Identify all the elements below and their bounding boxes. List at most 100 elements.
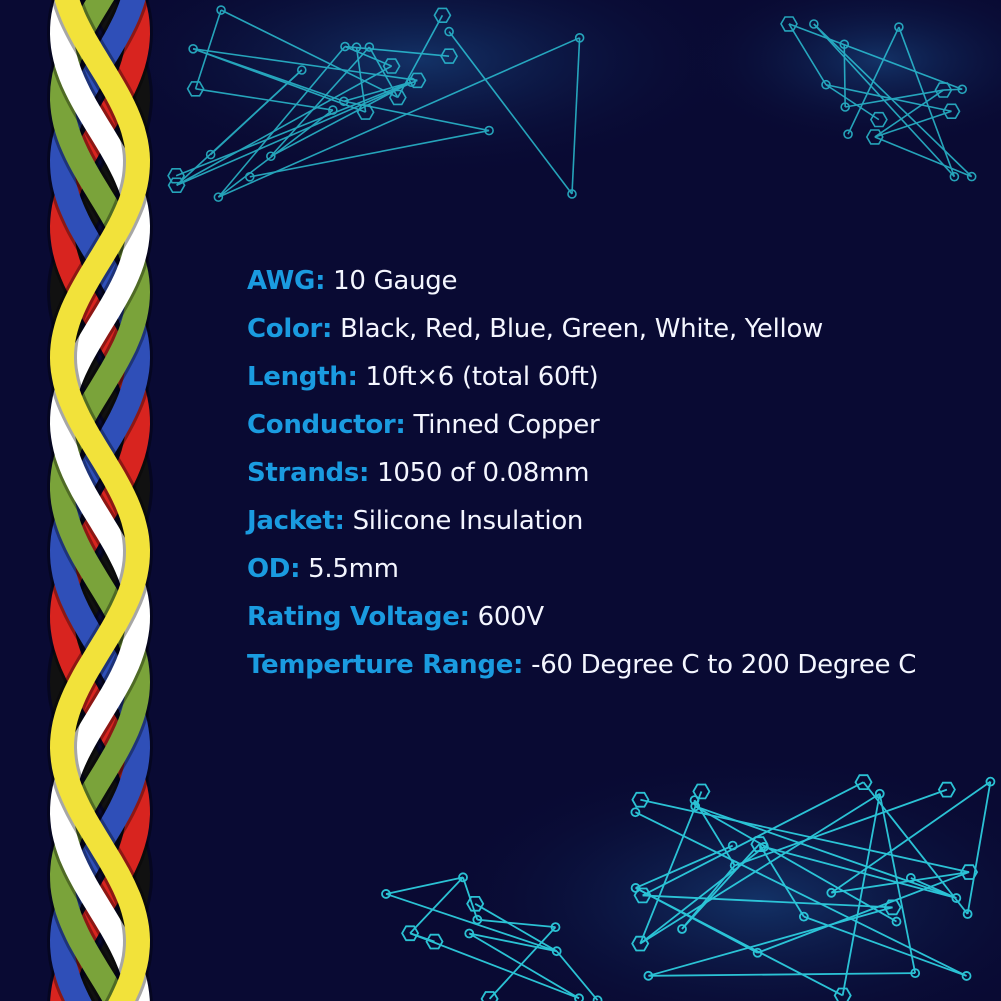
circuit-line (195, 88, 333, 111)
spec-jacket: Jacket: Silicone Insulation (247, 506, 584, 536)
circuit-line (642, 894, 893, 909)
circuit-line (943, 88, 963, 91)
circuit-node (381, 889, 391, 899)
circuit-node (551, 946, 562, 957)
circuit-line (220, 9, 399, 99)
circuit-hexagon (433, 7, 452, 23)
circuit-decoration-top (167, 5, 977, 202)
circuit-node (826, 887, 837, 898)
circuit-line (175, 81, 412, 177)
spec-list: AWG: 10 Gauge Color: Black, Red, Blue, G… (247, 262, 916, 694)
circuit-node (592, 995, 603, 1001)
circuit-node (874, 788, 885, 799)
circuit-node (205, 149, 216, 160)
spec-strands: Strands: 1050 of 0.08mm (247, 458, 590, 488)
circuit-line (788, 23, 963, 91)
circuit-node (464, 928, 475, 939)
spec-rating-voltage: Rating Voltage: 600V (247, 602, 544, 632)
circuit-hexagon (937, 781, 956, 798)
circuit-hexagon (942, 103, 961, 119)
circuit-line (639, 791, 703, 944)
circuit-line (788, 23, 827, 86)
spec-length: Length: 10ft×6 (total 60ft) (247, 362, 599, 392)
circuit-line (270, 46, 370, 157)
circuit-hexagon (356, 104, 375, 120)
circuit-hexagon (934, 82, 953, 98)
circuit-node (690, 801, 701, 812)
circuit-line (847, 26, 900, 135)
circuit-node (798, 911, 809, 922)
circuit-line (409, 932, 580, 1000)
circuit-node (216, 5, 226, 15)
circuit-line (803, 915, 967, 977)
circuit-line (874, 136, 972, 178)
circuit-line (176, 69, 303, 186)
circuit-node (472, 914, 483, 925)
circuit-line (862, 781, 969, 915)
spec-awg: AWG: 10 Gauge (247, 266, 458, 296)
circuit-line (910, 877, 957, 899)
circuit-node (351, 42, 362, 53)
circuit-line (571, 37, 581, 195)
circuit-hexagon (883, 899, 902, 916)
circuit-line (469, 932, 557, 953)
circuit-line (477, 918, 556, 929)
circuit-line (843, 44, 846, 108)
spec-od: OD: 5.5mm (247, 554, 399, 584)
circuit-node (340, 41, 350, 52)
circuit-node (910, 968, 921, 979)
circuit-line (831, 871, 970, 894)
circuit-node (966, 171, 977, 182)
circuit-line (249, 129, 490, 178)
circuit-line (343, 81, 412, 103)
spec-conductor: Conductor: Tinned Copper (247, 410, 600, 440)
circuit-line (344, 45, 450, 57)
circuit-node (458, 872, 468, 883)
circuit-line (830, 780, 991, 894)
circuit-node (961, 971, 972, 981)
circuit-decoration-bottom (381, 774, 996, 1001)
circuit-node (444, 26, 454, 37)
circuit-line (176, 65, 393, 186)
circuit-node (840, 102, 850, 112)
spec-color: Color: Black, Red, Blue, Green, White, Y… (247, 314, 824, 344)
circuit-node (643, 970, 654, 981)
circuit-hexagon (854, 774, 873, 790)
wire-strand (49, 0, 151, 1001)
circuit-node (244, 172, 255, 182)
circuit-node (891, 916, 902, 927)
circuit-node (957, 84, 968, 95)
circuit-line (813, 23, 955, 178)
circuit-line (355, 47, 367, 113)
circuit-node (364, 42, 375, 52)
circuit-node (949, 171, 960, 182)
circuit-node (296, 65, 307, 75)
circuit-line (385, 893, 557, 953)
circuit-hexagon (466, 896, 485, 912)
circuit-node (951, 893, 962, 903)
circuit-line (194, 9, 222, 90)
circuit-line (385, 876, 464, 895)
circuit-hexagon (692, 783, 711, 800)
circuit-line (648, 972, 916, 977)
circuit-node (985, 776, 996, 787)
circuit-hexagon (633, 887, 652, 904)
circuit-line (192, 48, 345, 103)
circuit-node (821, 79, 831, 90)
circuit-line (825, 84, 880, 121)
circuit-line (409, 876, 464, 934)
circuit-line (841, 793, 881, 996)
circuit-node (266, 151, 276, 162)
circuit-node (809, 19, 819, 29)
circuit-line (874, 110, 952, 138)
circuit-line (874, 89, 944, 138)
circuit-hexagon (388, 89, 407, 106)
circuit-line (468, 932, 580, 1000)
circuit-hexagon (480, 991, 499, 1001)
circuit-line (757, 871, 970, 954)
circuit-hexagon (440, 48, 459, 64)
circuit-line (556, 950, 599, 1001)
circuit-node (574, 33, 585, 43)
circuit-hexagon (382, 58, 401, 74)
